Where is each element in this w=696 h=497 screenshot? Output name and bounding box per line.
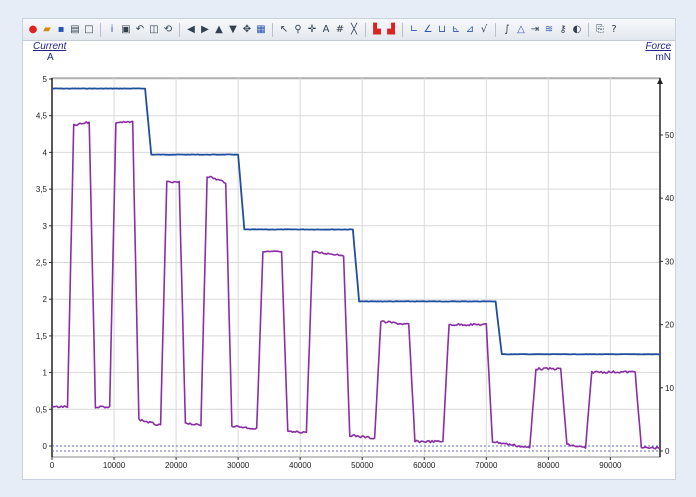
arrow-left-icon[interactable]: ◀	[187, 24, 195, 35]
measure-icon[interactable]: ⚷	[559, 24, 567, 35]
right-tick-label: 10	[665, 384, 674, 393]
right-tick-label: 20	[665, 321, 674, 330]
toolbar-separator	[365, 22, 366, 37]
left-tick-label: 4	[43, 148, 48, 157]
bar-left-icon[interactable]: ▙	[373, 24, 381, 35]
toolbar-separator	[272, 22, 273, 37]
right-axis-label: Force	[645, 41, 671, 52]
analysis5-icon[interactable]: ⊿	[465, 24, 475, 35]
print-icon[interactable]: ▤	[70, 24, 80, 35]
x-tick-label: 30000	[227, 461, 250, 470]
pointer-icon[interactable]: ↖	[279, 24, 289, 35]
left-tick-label: 1	[43, 369, 48, 378]
crosshair-icon[interactable]: ✛	[307, 24, 317, 35]
x-tick-label: 50000	[351, 461, 374, 470]
right-axis-arrow	[657, 78, 663, 84]
frame-icon[interactable]: □	[84, 24, 94, 35]
x-tick-label: 70000	[475, 461, 498, 470]
left-tick-label: 0	[43, 442, 48, 451]
x-tick-label: 40000	[289, 461, 312, 470]
x-tick-label: 20000	[165, 461, 188, 470]
x-tick-label: 90000	[599, 461, 622, 470]
zoom-icon[interactable]: ⚲	[294, 24, 302, 35]
right-tick-label: 50	[665, 131, 674, 140]
fft-icon[interactable]: ≋	[544, 24, 554, 35]
left-tick-label: 3	[43, 222, 48, 231]
audio-icon[interactable]: ◐	[572, 24, 582, 35]
window-icon[interactable]: ▣	[121, 24, 131, 35]
toolbar-separator	[402, 22, 403, 37]
undo-icon[interactable]: ↶	[135, 24, 145, 35]
x-tick-label: 10000	[103, 461, 126, 470]
left-tick-label: 4,5	[36, 112, 48, 121]
left-tick-label: 0,5	[36, 405, 48, 414]
left-axis-unit: A	[47, 52, 54, 63]
export-icon[interactable]: ⎘	[596, 24, 604, 35]
left-tick-label: 2	[43, 295, 48, 304]
fit-icon[interactable]: ╳	[350, 24, 358, 35]
grid-icon[interactable]: #	[335, 24, 345, 35]
record-icon[interactable]: ●	[28, 24, 38, 35]
toolbar-separator	[179, 22, 180, 37]
analysis3-icon[interactable]: ⊔	[438, 24, 446, 35]
chart-settings-icon[interactable]: ▦	[256, 24, 266, 35]
move-icon[interactable]: ✥	[242, 24, 252, 35]
right-tick-label: 40	[665, 194, 674, 203]
text-icon[interactable]: A	[322, 24, 330, 35]
triangle-icon[interactable]: △	[517, 24, 525, 35]
integral-icon[interactable]: ∫	[504, 24, 510, 35]
zoom-box-icon[interactable]: ◫	[149, 24, 159, 35]
x-tick-label: 80000	[537, 461, 560, 470]
left-tick-label: 1,5	[36, 332, 48, 341]
series-force-line	[51, 120, 661, 450]
info-icon[interactable]: i	[110, 24, 114, 35]
toolbar-separator	[100, 22, 101, 37]
sqrt-icon[interactable]: √	[480, 24, 488, 35]
x-tick-label: 60000	[413, 461, 436, 470]
analysis4-icon[interactable]: ⊾	[451, 24, 461, 35]
left-tick-label: 2,5	[36, 259, 48, 268]
left-axis-label: Current	[33, 41, 67, 52]
analysis1-icon[interactable]: ∟	[409, 24, 419, 35]
toolbar-separator	[495, 22, 496, 37]
bar-right-icon[interactable]: ▟	[387, 24, 395, 35]
help-icon[interactable]: ?	[611, 24, 617, 35]
open-icon[interactable]: ▰	[43, 24, 51, 35]
left-tick-label: 3,5	[36, 185, 48, 194]
analysis2-icon[interactable]: ∠	[423, 24, 433, 35]
toolbar-separator	[588, 22, 589, 37]
x-tick-label: 0	[50, 461, 55, 470]
arrow-down-icon[interactable]: ▼	[229, 24, 237, 35]
toolbar: ● ▰ ▪ ▤ □ i ▣ ↶ ◫ ⟲ ◀ ▶ ▲ ▼ ✥ ▦ ↖ ⚲ ✛ A # ╳ ▙ ▟ ∟ ∠ ⊔ ⊾ ⊿ √ ∫ △ ⇥ ≋ ⚷ ◐ ⎘?	[23, 19, 675, 41]
right-axis-unit: mN	[655, 52, 671, 63]
filter-icon[interactable]: ⇥	[530, 24, 540, 35]
arrow-right-icon[interactable]: ▶	[201, 24, 209, 35]
refresh-icon[interactable]: ⟲	[163, 24, 173, 35]
right-tick-label: 0	[665, 447, 670, 456]
right-tick-label: 30	[665, 257, 674, 266]
left-tick-label: 5	[43, 75, 48, 84]
arrow-up-icon[interactable]: ▲	[215, 24, 223, 35]
save-icon[interactable]: ▪	[57, 24, 65, 35]
series-current-line	[51, 87, 661, 356]
